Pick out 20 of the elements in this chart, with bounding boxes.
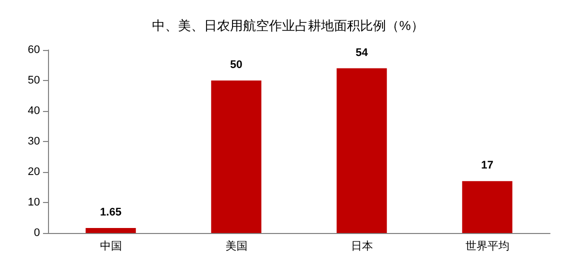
- y-tick-label: 50: [28, 74, 40, 86]
- y-tick-label: 0: [34, 227, 40, 239]
- bar: [211, 80, 262, 233]
- x-tick-label: 美国: [225, 240, 248, 252]
- y-tick-label: 40: [28, 105, 40, 117]
- y-tick-label: 60: [28, 44, 40, 56]
- data-label: 1.65: [100, 206, 122, 218]
- bar: [462, 181, 512, 233]
- data-label: 54: [356, 46, 369, 59]
- x-tick-label: 日本: [350, 240, 373, 252]
- chart-title: 中、美、日农用航空作业占耕地面积比例（%）: [152, 18, 424, 33]
- bar: [336, 68, 387, 233]
- x-tick-label: 世界平均: [465, 240, 510, 252]
- y-tick-label: 30: [28, 136, 40, 148]
- x-tick-label: 中国: [100, 240, 122, 252]
- y-tick-label: 20: [28, 166, 40, 178]
- y-tick-label: 10: [28, 196, 40, 208]
- data-label: 50: [230, 59, 242, 71]
- data-label: 17: [481, 160, 494, 172]
- bar: [86, 228, 136, 233]
